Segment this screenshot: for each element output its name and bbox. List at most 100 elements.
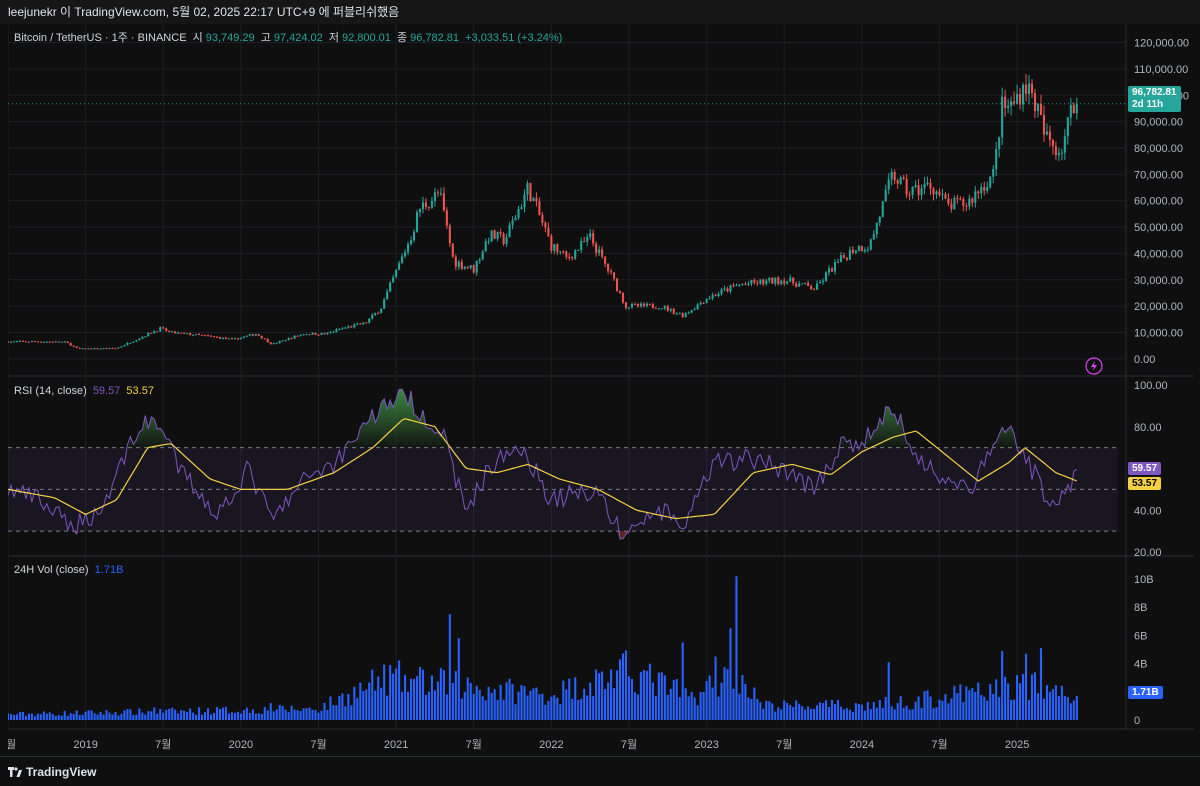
high-label: 고 — [260, 32, 271, 44]
candle-body — [1060, 152, 1063, 154]
volume-bar — [774, 711, 777, 720]
chart-frame: 7월 2019 7월 2020 7월 2021 7월 2022 7월 2023 7월 2024 7월 20… — [8, 24, 1194, 756]
volume-bar — [938, 699, 941, 720]
volume-bar — [174, 709, 177, 720]
volume-bar — [678, 697, 681, 720]
lightning-icon[interactable] — [1085, 357, 1103, 375]
candle-body — [992, 169, 995, 177]
candle-body — [66, 341, 69, 344]
candle-body — [257, 334, 260, 336]
volume-bar — [696, 705, 699, 720]
volume-bar — [460, 698, 463, 720]
candle-body — [1048, 131, 1051, 140]
volume-bar — [529, 690, 532, 720]
rsi-tag: 59.57 — [1128, 462, 1162, 475]
volume-bar — [610, 669, 613, 720]
candle-body — [1033, 93, 1037, 111]
candle-body — [332, 331, 335, 333]
candle-body — [344, 327, 347, 329]
candle-body — [323, 332, 326, 334]
volume-bar — [347, 693, 350, 720]
volume-bar — [726, 669, 729, 720]
volume-bar — [932, 708, 935, 720]
candle-body — [272, 343, 275, 345]
candle-body — [1066, 117, 1069, 137]
chart-canvas[interactable]: 7월 2019 7월 2020 7월 2021 7월 2022 7월 2023 7월 2024 7월 20… — [8, 24, 1194, 756]
candle-body — [720, 289, 723, 294]
volume-bar — [198, 707, 201, 720]
volume-bar — [559, 704, 562, 720]
countdown-tag-value: 2d 11h — [1132, 99, 1164, 110]
volume-bar — [899, 696, 902, 720]
volume-bar — [353, 686, 356, 720]
candle-body — [96, 348, 99, 350]
volume-bar — [947, 703, 950, 720]
candle-body — [418, 209, 422, 213]
volume-bar — [830, 699, 834, 720]
candle-body — [111, 347, 114, 349]
volume-bar — [687, 696, 690, 720]
volume-bar — [630, 678, 634, 720]
volume-bar — [418, 666, 422, 720]
volume-bar — [1054, 685, 1057, 720]
candle-body — [120, 346, 123, 348]
volume-bar — [618, 659, 622, 720]
volume-bar — [251, 709, 254, 720]
volume-bar — [1027, 700, 1031, 720]
last-price-tag-value: 96,782.81 — [1132, 87, 1177, 98]
volume-bar — [917, 696, 920, 720]
rsi-tick-label: 80.00 — [1134, 422, 1162, 434]
volume-bar — [1022, 674, 1025, 720]
volume-bar — [1025, 653, 1028, 720]
volume-legend: 24H Vol (close) 1.71B — [14, 564, 126, 576]
volume-bar — [305, 708, 308, 720]
volume-bar — [451, 683, 454, 720]
candle-body — [857, 245, 860, 251]
volume-bar — [747, 697, 750, 720]
volume-bar — [786, 702, 789, 720]
volume-bar — [284, 709, 287, 720]
volume-bar — [577, 699, 580, 720]
candle-body — [819, 281, 822, 284]
rsi-ma-line — [8, 418, 1078, 520]
volume-bar — [159, 708, 162, 720]
volume-bar — [448, 614, 451, 720]
candle-body — [245, 335, 248, 337]
volume-bar — [332, 705, 335, 720]
candle-body — [404, 252, 407, 257]
candle-body — [1001, 96, 1004, 138]
candle-body — [75, 346, 78, 348]
volume-bar — [992, 693, 995, 720]
candle-body — [21, 340, 24, 342]
volume-bar — [857, 703, 860, 720]
candle-body — [469, 265, 472, 268]
candle-body — [550, 236, 553, 251]
candle-body — [762, 279, 765, 284]
volume-bar — [374, 690, 377, 720]
candle-body — [756, 282, 759, 284]
volume-label[interactable]: 24H Vol (close) — [14, 564, 89, 576]
low-value: 92,800.01 — [341, 32, 391, 44]
candle-body — [574, 250, 577, 259]
candle-body — [132, 341, 135, 343]
rsi-legend: RSI (14, close) 59.57 53.57 — [14, 385, 157, 397]
volume-bar — [260, 713, 263, 720]
candle-body — [780, 280, 783, 285]
rsi-label[interactable]: RSI (14, close) — [14, 385, 87, 397]
volume-bar — [445, 694, 448, 720]
candle-body — [723, 288, 726, 290]
candle-body — [248, 334, 251, 336]
volume-bar — [598, 673, 601, 720]
volume-bar — [1042, 698, 1046, 720]
tradingview-logo[interactable]: TradingView — [8, 765, 96, 779]
candle-body — [869, 239, 872, 250]
volume-bar — [33, 716, 36, 720]
candle-body — [439, 193, 442, 195]
volume-bar — [377, 676, 380, 720]
volume-bar — [508, 678, 511, 720]
price-tick-label: 70,000.00 — [1134, 169, 1183, 181]
volume-bar — [407, 691, 410, 720]
symbol-label[interactable]: Bitcoin / TetherUS · 1주 · BINANCE — [14, 32, 187, 44]
x-tick-label: 2022 — [539, 739, 563, 751]
candle-body — [627, 307, 631, 309]
